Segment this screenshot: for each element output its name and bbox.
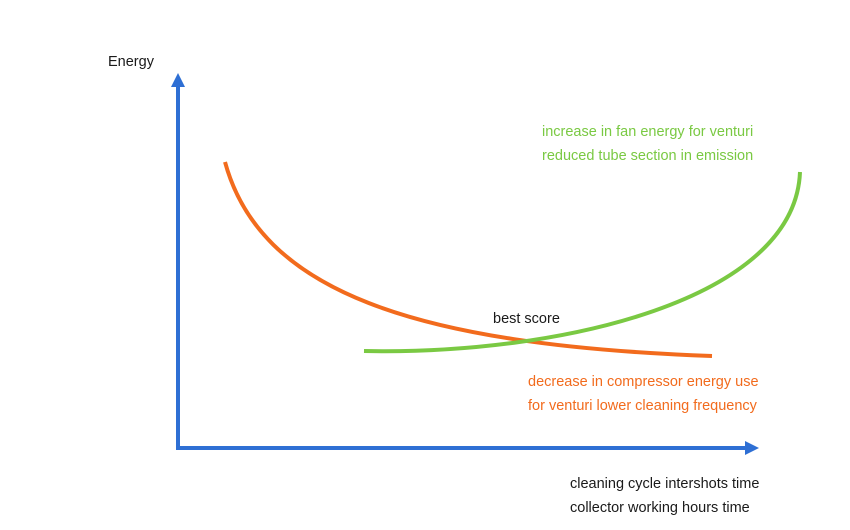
- rising-curve-label-line-2: reduced tube section in emission: [542, 148, 753, 164]
- falling-curve-label-line-2: for venturi lower cleaning frequency: [528, 398, 758, 414]
- rising-curve-label-line-1: increase in fan energy for venturi: [542, 124, 753, 140]
- y-axis-label: Energy: [108, 54, 155, 70]
- rising-curve: [363, 171, 802, 354]
- x-axis-label-line-2: collector working hours time: [570, 500, 750, 516]
- falling-curve: [223, 161, 713, 358]
- best-score-label: best score: [493, 311, 560, 327]
- falling-curve-label-line-1: decrease in compressor energy use: [528, 374, 759, 390]
- x-axis-label-line-1: cleaning cycle intershots time: [570, 476, 759, 492]
